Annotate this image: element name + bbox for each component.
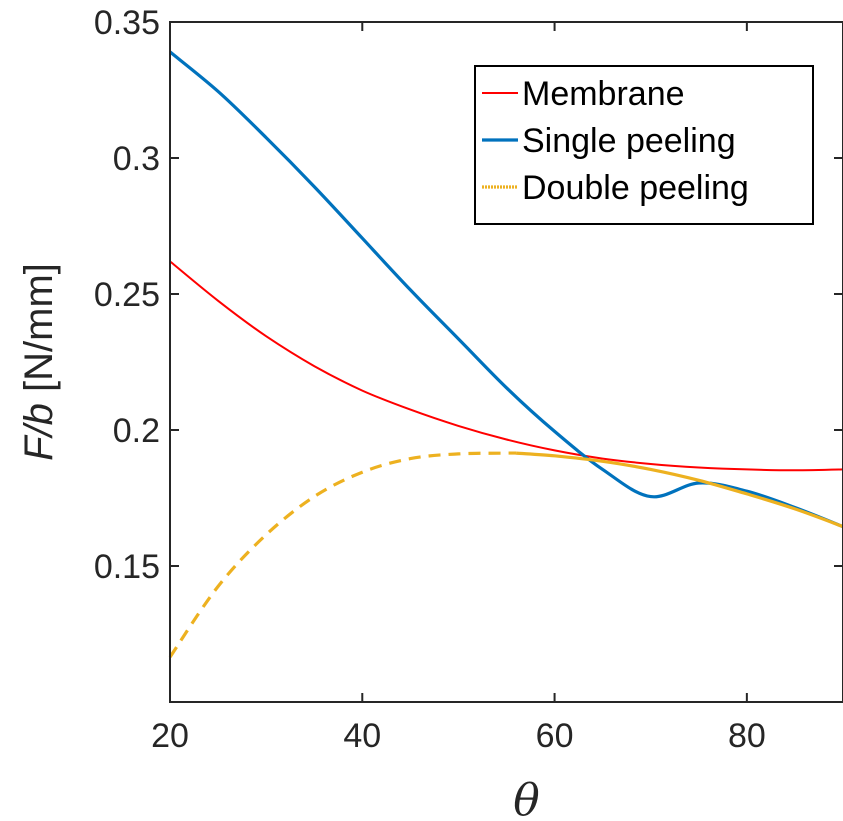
x-tick-label: 20 [151, 717, 189, 755]
x-tick-label: 80 [728, 717, 766, 755]
plot-frame [169, 21, 843, 703]
tick-labels: 20 40 60 80 0.15 0.2 0.25 0.3 0.35 [94, 4, 766, 755]
legend: Membrane Single peeling Double peeling [474, 65, 814, 225]
series-line-double-peeling [515, 451, 843, 529]
axis-ticks [169, 21, 843, 702]
y-axis-label: F/b [N/mm] [17, 263, 61, 461]
y-axis-label-symbol: F/b [17, 403, 61, 461]
y-tick-label: 0.3 [113, 140, 160, 178]
x-tick-label: 40 [343, 717, 381, 755]
plot-lines [168, 50, 843, 658]
y-tick-label: 0.2 [113, 412, 160, 450]
y-axis-label-unit: [N/mm] [17, 263, 61, 403]
legend-box [474, 65, 814, 225]
x-tick-label: 60 [536, 717, 574, 755]
y-tick-label: 0.15 [94, 548, 160, 586]
x-axis-label: θ [513, 775, 540, 821]
legend-label: Single peeling [522, 122, 736, 160]
y-tick-label: 0.35 [94, 4, 160, 42]
legend-label: Membrane [522, 75, 685, 113]
series-line-single-peeling [168, 50, 843, 529]
y-tick-label: 0.25 [94, 276, 160, 314]
legend-label: Double peeling [522, 169, 749, 207]
series-line-membrane [169, 260, 843, 472]
series-line-double-peeling-unstable [168, 451, 517, 658]
